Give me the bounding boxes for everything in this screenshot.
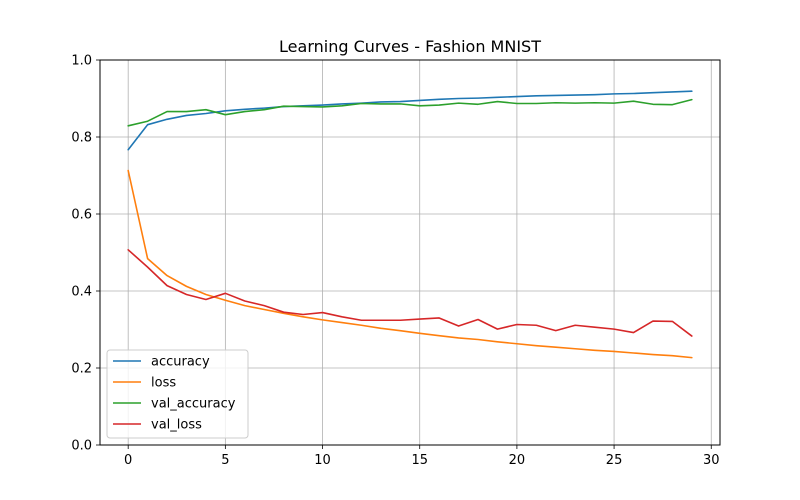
plot-frame (99, 59, 721, 446)
series-lines (127, 90, 693, 359)
series-line-val-loss (127, 249, 693, 337)
series-line-val-accuracy (127, 98, 693, 127)
series-line-loss (127, 169, 693, 359)
x-tick-label: 0 (124, 453, 132, 468)
legend-box (106, 349, 249, 439)
x-tick-label: 25 (606, 453, 623, 468)
x-tick-label: 10 (314, 453, 331, 468)
y-tick-label: 0.8 (71, 131, 92, 146)
y-tick-label: 0.4 (71, 285, 92, 300)
legend-label-loss: loss (151, 376, 176, 391)
y-tick-label: 1.0 (71, 54, 92, 69)
y-tick-label: 0.6 (71, 208, 92, 223)
legend-label-val-loss: val_loss (151, 418, 202, 433)
chart-title: Learning Curves - Fashion MNIST (279, 37, 541, 56)
y-tick-label: 0.2 (71, 362, 92, 377)
x-tick-label: 15 (411, 453, 428, 468)
axis-ticks: 0 5 10 15 20 25 30 0.0 0.2 0.4 0.6 0.8 1.0 (71, 54, 719, 469)
y-tick-label: 0.0 (71, 439, 92, 454)
legend: accuracy loss val_accuracy val_loss (106, 349, 249, 439)
x-tick-label: 30 (703, 453, 720, 468)
x-tick-label: 20 (509, 453, 526, 468)
x-tick-label: 5 (221, 453, 229, 468)
legend-label-accuracy: accuracy (151, 355, 210, 370)
legend-label-val-accuracy: val_accuracy (151, 397, 236, 412)
series-line-accuracy (127, 90, 693, 151)
